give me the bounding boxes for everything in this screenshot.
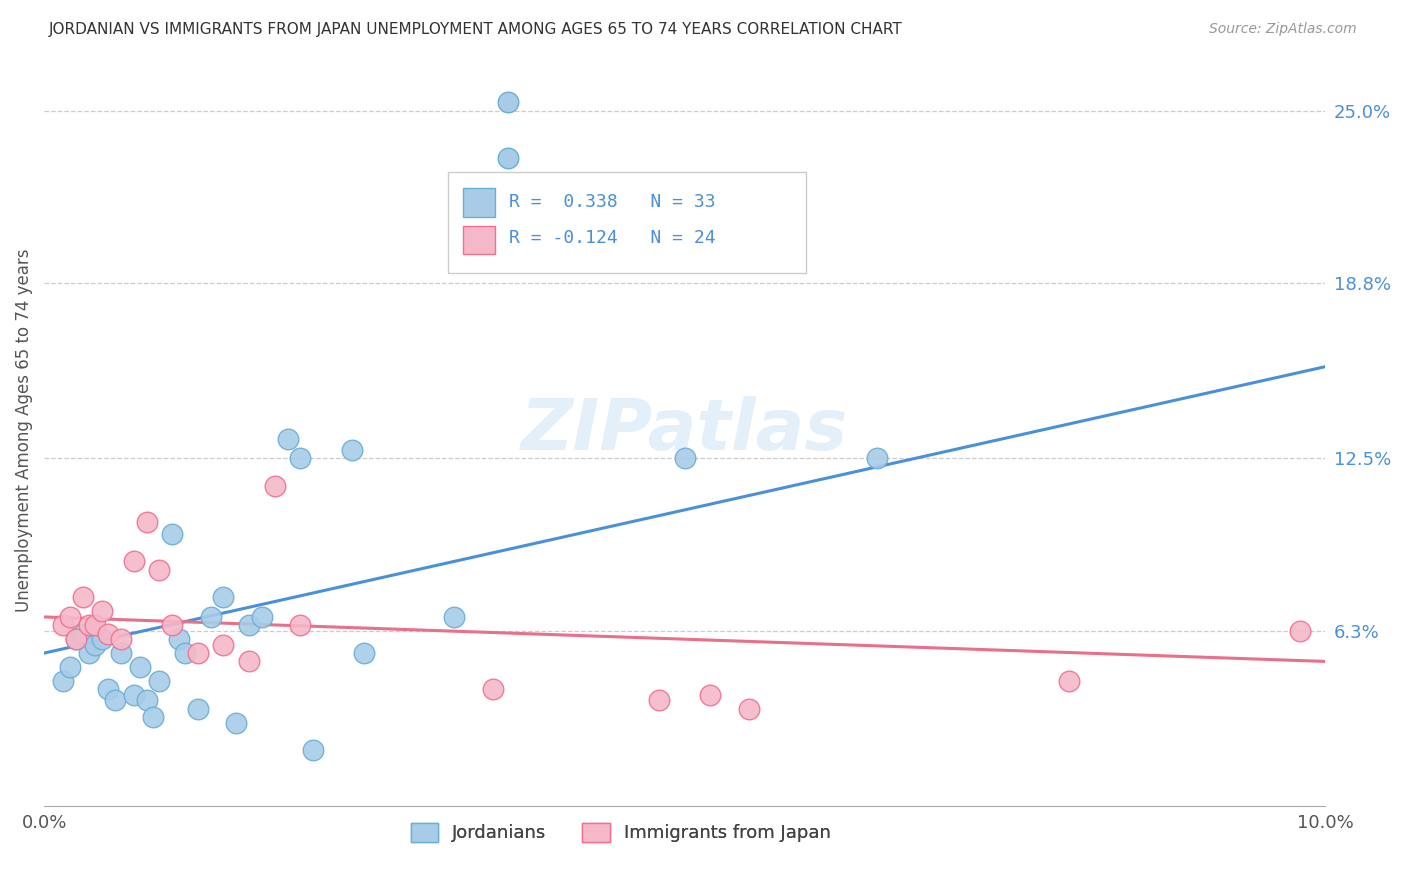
- Point: [84, 618, 107, 632]
- Point: [103, 693, 125, 707]
- Point: [148, 673, 170, 688]
- Text: JORDANIAN VS IMMIGRANTS FROM JAPAN UNEMPLOYMENT AMONG AGES 65 TO 74 YEARS CORREL: JORDANIAN VS IMMIGRANTS FROM JAPAN UNEMP…: [49, 22, 903, 37]
- Text: ZIPatlas: ZIPatlas: [522, 396, 848, 465]
- Point: [59, 660, 82, 674]
- Point: [72, 626, 94, 640]
- Point: [1057, 673, 1080, 688]
- Point: [148, 563, 170, 577]
- FancyBboxPatch shape: [463, 226, 495, 254]
- Point: [496, 95, 519, 110]
- Point: [72, 591, 94, 605]
- FancyBboxPatch shape: [447, 171, 807, 273]
- Text: R =  0.338   N = 33: R = 0.338 N = 33: [509, 193, 716, 211]
- Point: [277, 432, 299, 446]
- Point: [135, 693, 157, 707]
- Point: [1288, 624, 1310, 638]
- Point: [162, 526, 184, 541]
- FancyBboxPatch shape: [463, 188, 495, 217]
- Point: [167, 632, 190, 647]
- Point: [443, 610, 465, 624]
- Point: [200, 610, 222, 624]
- Point: [648, 693, 671, 707]
- Point: [142, 710, 165, 724]
- Point: [673, 451, 696, 466]
- Point: [84, 638, 107, 652]
- Point: [122, 554, 145, 568]
- Point: [290, 451, 312, 466]
- Point: [110, 632, 132, 647]
- Point: [212, 591, 235, 605]
- Legend: Jordanians, Immigrants from Japan: Jordanians, Immigrants from Japan: [404, 816, 838, 849]
- Point: [481, 682, 503, 697]
- Text: Source: ZipAtlas.com: Source: ZipAtlas.com: [1209, 22, 1357, 37]
- Point: [238, 618, 260, 632]
- Point: [52, 618, 75, 632]
- Point: [59, 610, 82, 624]
- Point: [340, 443, 363, 458]
- Point: [496, 151, 519, 165]
- Text: R = -0.124   N = 24: R = -0.124 N = 24: [509, 228, 716, 246]
- Point: [122, 688, 145, 702]
- Point: [738, 702, 761, 716]
- Point: [263, 479, 285, 493]
- Point: [238, 655, 260, 669]
- Point: [52, 673, 75, 688]
- Point: [302, 743, 325, 757]
- Point: [135, 516, 157, 530]
- Point: [162, 618, 184, 632]
- Point: [353, 646, 375, 660]
- Point: [290, 618, 312, 632]
- Point: [97, 626, 120, 640]
- Point: [225, 715, 247, 730]
- Point: [129, 660, 152, 674]
- Point: [90, 604, 112, 618]
- Point: [65, 632, 87, 647]
- Point: [187, 646, 209, 660]
- Y-axis label: Unemployment Among Ages 65 to 74 years: Unemployment Among Ages 65 to 74 years: [15, 249, 32, 612]
- Point: [65, 632, 87, 647]
- Point: [187, 702, 209, 716]
- Point: [97, 682, 120, 697]
- Point: [77, 646, 100, 660]
- Point: [77, 618, 100, 632]
- Point: [110, 646, 132, 660]
- Point: [481, 228, 503, 243]
- Point: [174, 646, 197, 660]
- Point: [250, 610, 273, 624]
- Point: [90, 632, 112, 647]
- Point: [699, 688, 721, 702]
- Point: [212, 638, 235, 652]
- Point: [866, 451, 889, 466]
